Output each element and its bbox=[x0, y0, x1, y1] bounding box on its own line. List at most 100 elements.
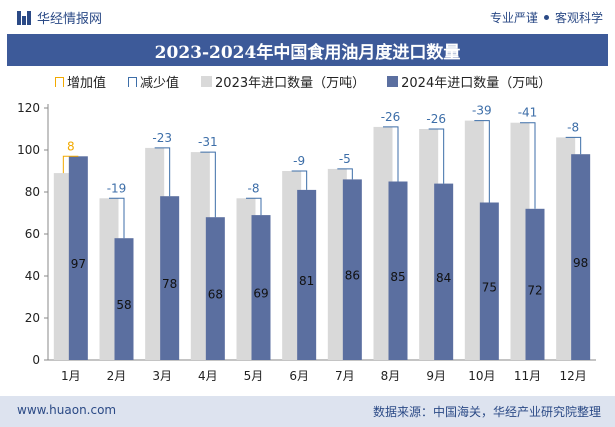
bullet-icon bbox=[543, 15, 549, 20]
legend: 增加值 减少值 2023年进口数量（万吨） 2024年进口数量（万吨） bbox=[55, 72, 551, 91]
decrease-bracket bbox=[474, 120, 490, 203]
change-label: -9 bbox=[293, 154, 305, 168]
bar-2024 bbox=[205, 217, 225, 360]
y-tick-label: 40 bbox=[25, 269, 40, 283]
bar-2024 bbox=[342, 179, 362, 360]
decrease-swatch bbox=[128, 76, 138, 87]
y-tick-label: 60 bbox=[25, 227, 40, 241]
legend-decrease: 减少值 bbox=[128, 72, 179, 91]
footer: www.huaon.com 数据来源：中国海关，华经产业研究院整理 bbox=[0, 396, 615, 427]
x-tick-label: 1月 bbox=[61, 369, 81, 383]
x-tick-label: 8月 bbox=[381, 369, 401, 383]
decrease-bracket bbox=[337, 168, 353, 180]
bar-2023 bbox=[556, 137, 576, 360]
slogan-1: 专业严谨 bbox=[489, 11, 538, 25]
bar-2023 bbox=[419, 129, 439, 360]
bar-2023 bbox=[99, 198, 119, 360]
legend-2023-label: 2023年进口数量（万吨） bbox=[215, 76, 366, 91]
legend-2024-label: 2024年进口数量（万吨） bbox=[401, 76, 552, 91]
bar-2024 bbox=[525, 208, 545, 360]
decrease-bracket bbox=[291, 170, 308, 190]
decrease-bracket bbox=[428, 128, 445, 184]
decrease-bracket bbox=[109, 197, 125, 239]
value-label-2024: 58 bbox=[116, 298, 131, 312]
increase-bracket bbox=[62, 155, 79, 174]
x-tick-label: 9月 bbox=[426, 369, 446, 383]
value-label-2024: 69 bbox=[253, 287, 268, 301]
x-tick-label: 12月 bbox=[560, 369, 587, 383]
series-2024-swatch bbox=[387, 76, 399, 87]
change-label: -19 bbox=[107, 181, 127, 195]
y-tick-label: 80 bbox=[25, 185, 40, 199]
bar-2023 bbox=[53, 173, 73, 360]
bar-2024 bbox=[251, 215, 271, 360]
change-label: -26 bbox=[426, 112, 446, 126]
change-label: -39 bbox=[472, 104, 492, 118]
x-tick-label: 3月 bbox=[152, 369, 172, 383]
change-label: -23 bbox=[152, 131, 172, 145]
value-label-2024: 81 bbox=[299, 274, 314, 288]
value-label-2024: 68 bbox=[208, 288, 223, 302]
bar-2024 bbox=[160, 196, 180, 360]
legend-increase: 增加值 bbox=[55, 72, 106, 91]
x-tick-label: 5月 bbox=[244, 369, 264, 383]
change-label: -31 bbox=[198, 135, 218, 149]
decrease-bracket bbox=[246, 197, 262, 216]
value-label-2024: 75 bbox=[482, 280, 497, 294]
decrease-bracket bbox=[520, 122, 536, 209]
change-label: -5 bbox=[339, 152, 351, 166]
bar-2023 bbox=[327, 168, 347, 360]
value-label-2024: 84 bbox=[436, 271, 451, 285]
series-2023-swatch bbox=[201, 76, 213, 87]
increase-swatch bbox=[55, 76, 64, 87]
y-tick-label: 100 bbox=[17, 143, 40, 157]
slogan: 专业严谨 客观科学 bbox=[490, 9, 603, 26]
x-tick-label: 7月 bbox=[335, 369, 355, 383]
y-tick-label: 0 bbox=[32, 353, 40, 367]
legend-2023: 2023年进口数量（万吨） bbox=[201, 72, 365, 91]
bar-2023 bbox=[145, 147, 165, 360]
decrease-bracket bbox=[200, 151, 216, 218]
bar-2023 bbox=[373, 126, 393, 361]
y-tick-label: 120 bbox=[17, 101, 40, 115]
x-tick-label: 11月 bbox=[514, 369, 541, 383]
value-label-2024: 98 bbox=[573, 256, 588, 270]
bar-2024 bbox=[388, 181, 408, 360]
legend-increase-label: 增加值 bbox=[67, 76, 107, 91]
bar-2024 bbox=[571, 154, 591, 360]
slogan-2: 客观科学 bbox=[554, 11, 603, 25]
value-label-2024: 78 bbox=[162, 277, 177, 291]
brand: 华经情报网 bbox=[17, 8, 102, 27]
data-source: 数据来源：中国海关，华经产业研究院整理 bbox=[372, 405, 601, 419]
x-tick-label: 6月 bbox=[289, 369, 309, 383]
x-tick-label: 4月 bbox=[198, 369, 218, 383]
bar-2023 bbox=[464, 120, 484, 360]
brand-logo-icon bbox=[17, 10, 31, 25]
value-label-2024: 86 bbox=[345, 269, 360, 283]
bar-2023 bbox=[510, 122, 530, 360]
legend-2024: 2024年进口数量（万吨） bbox=[387, 72, 551, 91]
chart-title: 2023-2024年中国食用油月度进口数量 bbox=[7, 34, 608, 66]
website-link[interactable]: www.huaon.com bbox=[17, 403, 117, 417]
bar-2024 bbox=[297, 189, 317, 360]
change-label: -8 bbox=[567, 120, 579, 134]
legend-decrease-label: 减少值 bbox=[140, 76, 180, 91]
x-tick-label: 2月 bbox=[107, 369, 127, 383]
decrease-bracket bbox=[565, 136, 582, 155]
bar-chart: 0 20 40 60 80 100 120 8 97 1月 -19 58 2月 -23 78 3月 -31 68 4… bbox=[17, 101, 596, 383]
decrease-bracket bbox=[154, 147, 171, 197]
change-label: -26 bbox=[381, 110, 401, 124]
top-bar: 华经情报网 专业严谨 客观科学 bbox=[0, 0, 615, 34]
bar-2023 bbox=[282, 171, 302, 360]
value-label-2024: 72 bbox=[527, 283, 542, 297]
y-tick-label: 20 bbox=[25, 311, 40, 325]
change-label: -8 bbox=[248, 181, 260, 195]
change-label: -41 bbox=[518, 106, 538, 120]
decrease-bracket bbox=[383, 126, 399, 182]
bar-2024 bbox=[479, 202, 499, 360]
change-label: 8 bbox=[67, 139, 75, 153]
brand-name: 华经情报网 bbox=[37, 12, 103, 27]
bar-2024 bbox=[114, 238, 134, 360]
value-label-2024: 85 bbox=[390, 270, 405, 284]
bar-2023 bbox=[190, 152, 210, 360]
